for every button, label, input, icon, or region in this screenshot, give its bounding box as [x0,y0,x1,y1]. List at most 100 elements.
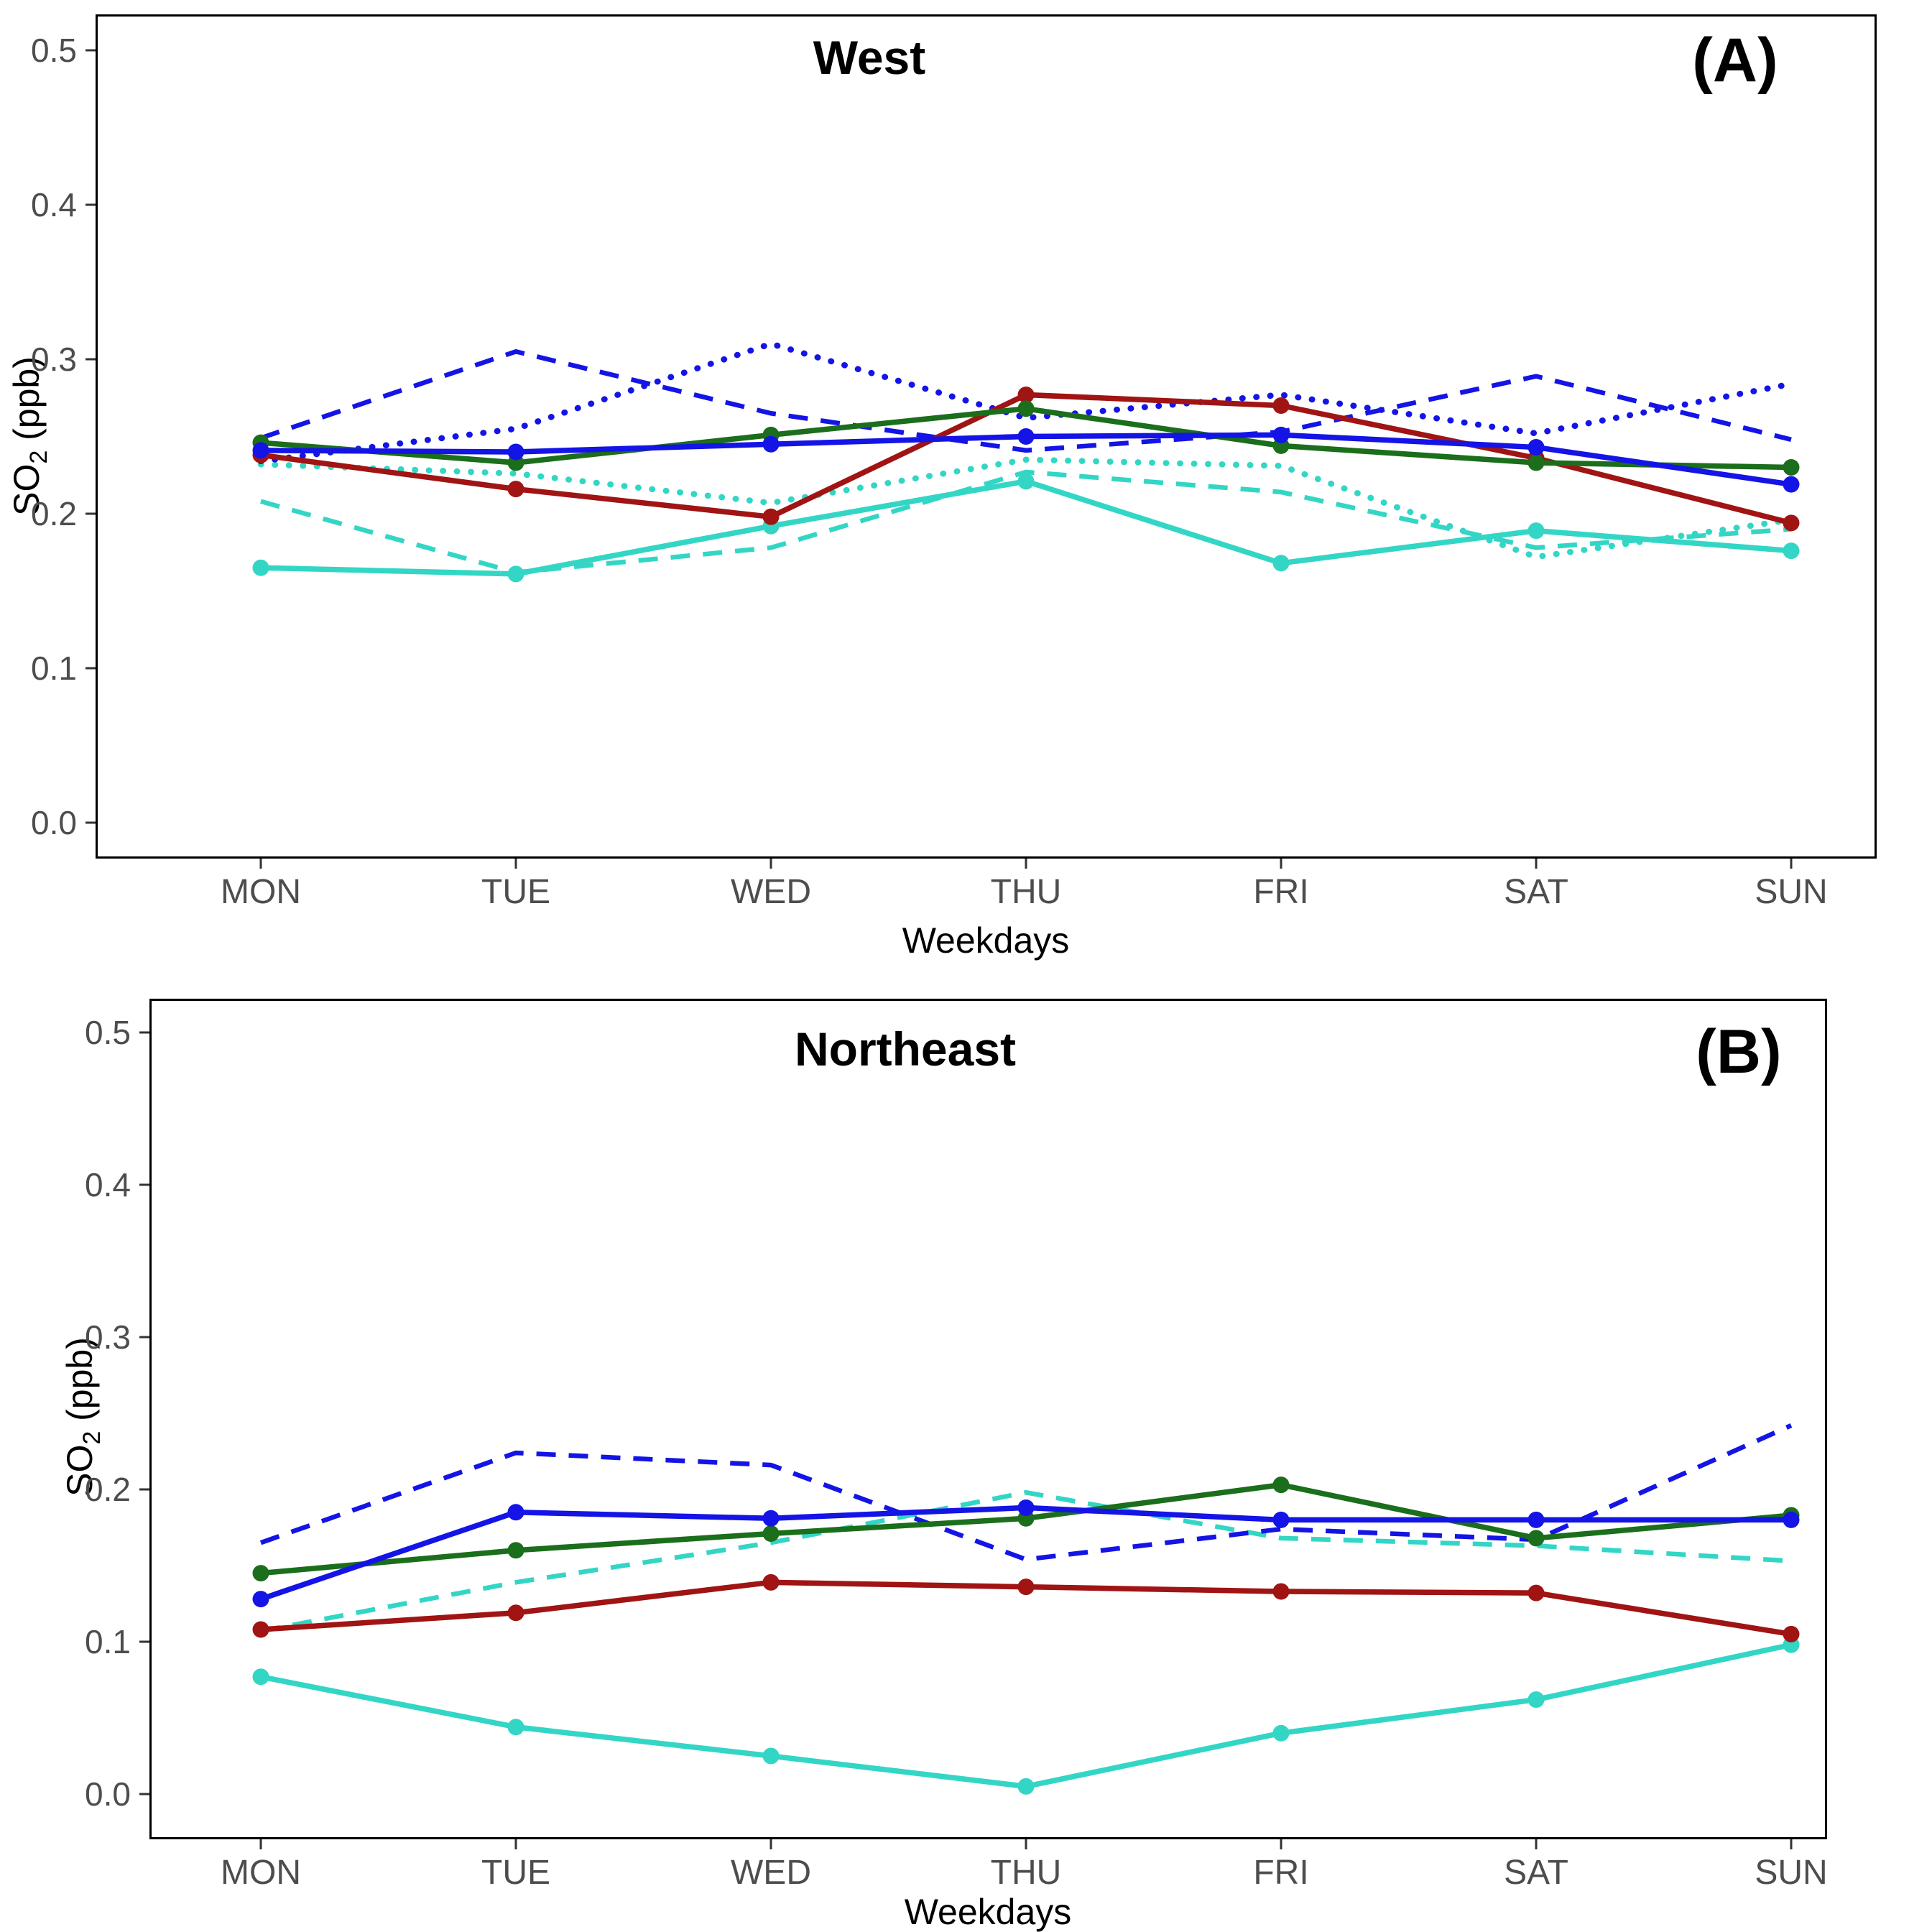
data-point-marker [1272,1583,1290,1600]
data-point-marker [1017,1579,1035,1596]
x-tick-label: TUE [481,1854,550,1892]
y-tick-label: 0.3 [31,341,77,378]
data-point-marker [1527,1511,1545,1528]
panel-a-x-axis-label: Weekdays [902,920,1070,961]
data-point-marker [1017,473,1035,490]
data-point-marker [252,1565,269,1582]
data-point-marker [762,1747,780,1765]
data-point-marker [762,1525,780,1542]
data-point-marker [1017,400,1035,417]
x-tick-label: SAT [1504,1854,1568,1892]
data-point-marker [1783,476,1800,493]
data-point-marker [252,442,269,459]
panel-border [149,999,1827,1839]
y-tick-label: 0.1 [85,1623,131,1660]
data-point-marker [762,1573,780,1591]
panel-a-plot-area: 0.0 0.1 0.2 0.3 0.4 0.5 MON TUE WED THU FRI SAT SUN [31,14,1877,911]
series-green-solid [252,1476,1800,1582]
data-point-marker [1527,1530,1545,1547]
data-point-marker [1272,397,1290,414]
data-point-marker [507,1504,524,1521]
x-tick-label: THU [991,873,1062,911]
x-tick-label: MON [221,873,301,911]
series-line [257,456,1795,560]
y-tick-label: 0.2 [85,1471,131,1508]
data-point-marker [1017,386,1035,403]
x-tick-label: SUN [1755,1854,1827,1892]
x-tick-label: MON [221,1854,301,1892]
series-line [260,1642,1792,1790]
data-point-marker [762,508,780,525]
series-line [260,1489,1792,1634]
series-blue-dotted [257,341,1795,465]
series-line [259,348,1792,453]
data-point-marker [1272,1476,1290,1494]
y-tick-label: 0.0 [85,1775,131,1813]
y-tick-label: 0.2 [31,495,77,532]
series-red-solid [252,1573,1800,1642]
data-point-marker [1272,555,1290,572]
y-tick-label: 0.5 [31,32,77,69]
data-point-marker [1783,1511,1800,1528]
series-line [257,341,1795,465]
data-point-marker [507,1719,524,1736]
panel-a-title: West [813,31,926,84]
x-tick-label: FRI [1253,873,1308,911]
data-point-marker [1783,1625,1800,1642]
y-axis-ticks: 0.0 0.1 0.2 0.3 0.4 0.5 [85,1014,149,1813]
data-point-marker [1783,542,1800,560]
panel-a-tag: (A) [1692,26,1778,95]
y-tick-label: 0.1 [31,650,77,687]
series-line [260,478,1792,577]
data-point-marker [252,1668,269,1686]
y-axis-ticks: 0.0 0.1 0.2 0.3 0.4 0.5 [31,32,96,841]
y-tick-label: 0.5 [85,1014,131,1051]
data-point-marker [507,481,524,498]
data-point-marker [1527,522,1545,540]
data-point-marker [1272,1724,1290,1742]
data-point-marker [1017,1499,1035,1516]
panel-b-title: Northeast [794,1022,1017,1076]
data-point-marker [762,435,780,453]
x-tick-label: SUN [1755,873,1827,911]
data-point-marker [1017,1778,1035,1795]
x-tick-label: WED [731,1854,811,1892]
x-tick-label: THU [991,1854,1062,1892]
data-point-marker [762,1510,780,1527]
panel-border [96,14,1877,859]
data-point-marker [507,565,524,583]
series-cyan-solid [252,473,1800,583]
y-tick-label: 0.0 [31,804,77,841]
series-blue-dashed [259,348,1792,453]
data-point-marker [507,1542,524,1559]
x-tick-label: TUE [481,873,550,911]
panel-b-plot-area: 0.0 0.1 0.2 0.3 0.4 0.5 MON TUE WED THU FRI SAT SUN [85,999,1828,1892]
data-point-marker [1272,1511,1290,1528]
data-point-marker [252,559,269,576]
panel-b-x-axis-label: Weekdays [904,1892,1072,1932]
series-blue-solid [252,1499,1800,1608]
series-cyan-solid [252,1636,1800,1795]
data-point-marker [1783,459,1800,476]
y-tick-label: 0.3 [85,1318,131,1356]
data-point-marker [1017,428,1035,445]
data-point-marker [1527,454,1545,471]
y-tick-label: 0.4 [85,1166,131,1203]
data-point-marker [1527,1584,1545,1601]
panel-b-tag: (B) [1696,1017,1782,1086]
data-point-marker [507,1604,524,1622]
x-tick-label: FRI [1253,1854,1308,1892]
series-cyan-dashed [260,1489,1792,1634]
panel-a-y-axis-label: SO2 (ppb) [6,356,52,516]
x-axis-ticks: MON TUE WED THU FRI SAT SUN [221,1839,1828,1892]
series-blue-solid [252,426,1800,493]
series-cyan-dotted [257,456,1795,560]
x-tick-label: SAT [1504,873,1568,911]
data-point-marker [1527,1691,1545,1709]
data-point-marker [252,1591,269,1608]
data-point-marker [507,443,524,461]
x-tick-label: WED [731,873,811,911]
y-tick-label: 0.4 [31,186,77,223]
data-point-marker [1527,439,1545,456]
